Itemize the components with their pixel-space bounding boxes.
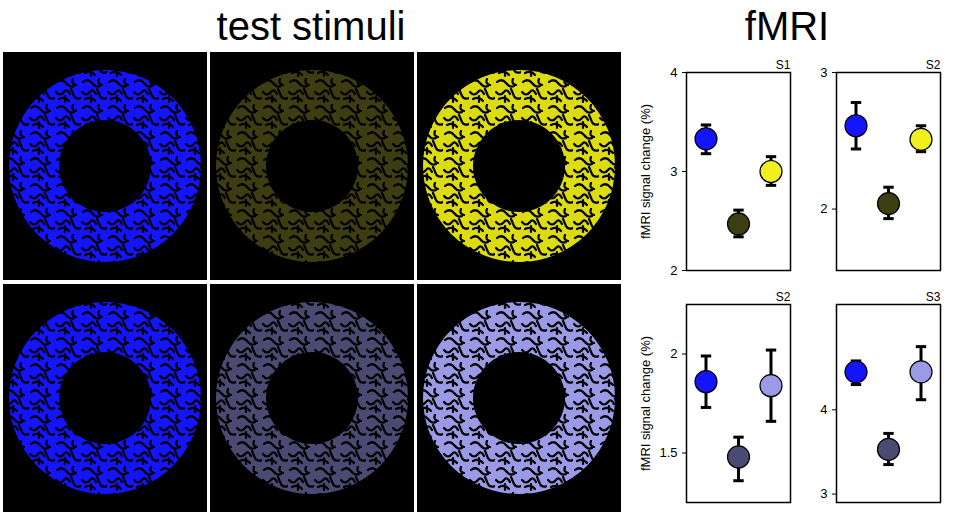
svg-text:3: 3 [670, 164, 677, 179]
svg-text:fMRI signal change (%): fMRI signal change (%) [638, 336, 653, 471]
svg-text:fMRI signal change (%): fMRI signal change (%) [638, 104, 653, 239]
svg-text:S2: S2 [926, 58, 941, 72]
html-text:test stimuli: test stimuli [216, 3, 406, 48]
svg-text:2: 2 [670, 263, 677, 278]
svg-text:1.5: 1.5 [659, 445, 677, 460]
svg-text:3: 3 [820, 486, 827, 501]
svg-text:S2: S2 [776, 290, 791, 304]
svg-text:2: 2 [820, 201, 827, 216]
svg-text:4: 4 [670, 65, 677, 80]
svg-text:2: 2 [670, 346, 677, 361]
svg-text:S1: S1 [776, 58, 791, 72]
svg-text:3: 3 [820, 65, 827, 80]
svg-text:4: 4 [820, 402, 827, 417]
svg-text:S3: S3 [926, 290, 941, 304]
html-text:fMRI: fMRI [744, 3, 830, 48]
